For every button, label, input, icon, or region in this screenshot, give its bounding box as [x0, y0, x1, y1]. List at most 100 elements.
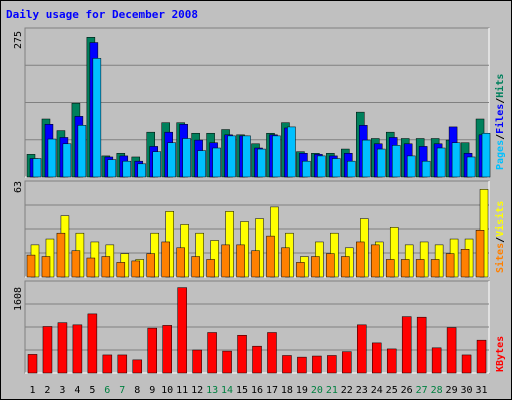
legend-item: Hits [494, 74, 506, 98]
day-label: 26 [401, 385, 413, 396]
sites-bar [116, 262, 126, 278]
pages-bar [197, 150, 206, 178]
sites-bar [356, 241, 365, 278]
day-label: 28 [431, 385, 443, 396]
day-label: 4 [74, 385, 80, 396]
pages-bar [92, 58, 102, 178]
kbytes-bar [476, 339, 487, 374]
kbytes-bar [27, 354, 38, 374]
sites-bar [206, 259, 215, 278]
sites-bar [281, 247, 290, 278]
sites-bar [311, 256, 320, 278]
day-label: 16 [251, 385, 263, 396]
pages-bar [406, 155, 416, 178]
pages-bar [362, 139, 371, 178]
kbytes-bar [401, 316, 412, 374]
pages-bar [436, 147, 446, 178]
pages-bar [107, 159, 117, 178]
legend-item: KBytes [495, 336, 506, 372]
pages-bar [377, 148, 386, 178]
legend-sites-visits: Sites/Visits [494, 201, 506, 273]
pages-bar [47, 138, 57, 178]
pages-bar [137, 163, 147, 178]
sites-bar [86, 257, 96, 278]
kbytes-bar [147, 327, 157, 374]
day-label: 29 [446, 385, 458, 396]
sites-bar [371, 244, 380, 278]
pages-bar [451, 142, 461, 178]
pages-bar [182, 138, 191, 178]
visits-ymax-label: 63 [13, 180, 24, 193]
sites-bar [236, 244, 245, 278]
kbytes-bar [117, 354, 128, 374]
day-label: 30 [461, 385, 473, 396]
pages-bar [242, 135, 251, 178]
kbytes-bar [342, 351, 352, 374]
legend-pages-files-hits: Pages/Files/Hits [494, 74, 506, 170]
day-label: 7 [119, 385, 125, 396]
legend-item: Files [494, 104, 506, 134]
day-label: 21 [326, 385, 338, 396]
day-label: 19 [296, 385, 308, 396]
chart-title: Daily usage for December 2008 [6, 8, 199, 21]
day-label: 14 [221, 385, 233, 396]
day-label: 18 [281, 385, 293, 396]
pages-bar [257, 148, 266, 178]
kbytes-bar [372, 342, 382, 374]
pages-bar [62, 143, 72, 178]
pages-bar [122, 160, 132, 178]
pages-bar [466, 156, 476, 178]
sites-bar [460, 249, 470, 278]
day-label: 25 [386, 385, 398, 396]
sites-bar [161, 241, 170, 278]
sites-bar [101, 256, 111, 278]
kbytes-bar [312, 355, 322, 374]
kbytes-bar [222, 350, 232, 374]
sites-bar [326, 253, 335, 278]
sites-bar [131, 260, 141, 278]
day-label: 3 [59, 385, 65, 396]
kbytes-bar [267, 332, 277, 374]
day-label: 22 [341, 385, 353, 396]
pages-bar [332, 158, 341, 178]
day-label: 11 [176, 385, 188, 396]
pages-bar [317, 155, 326, 178]
pages-bar [272, 135, 281, 178]
day-label: 23 [356, 385, 368, 396]
day-label: 13 [206, 385, 218, 396]
legend-item: / [495, 237, 506, 243]
day-label: 10 [161, 385, 173, 396]
hits-ymax-label: 275 [13, 30, 24, 49]
sites-bar [400, 259, 410, 278]
legend-item: Visits [494, 201, 506, 237]
legend-item: / [495, 98, 506, 104]
kbytes-bar [386, 348, 397, 374]
kbytes-bar [431, 347, 442, 374]
sites-bar [430, 259, 440, 278]
sites-bar [296, 262, 305, 278]
sites-bar [475, 230, 485, 278]
kbytes-bar [87, 313, 98, 374]
kbytes-bar [282, 355, 292, 374]
day-label: 5 [89, 385, 95, 396]
day-label: 2 [44, 385, 50, 396]
legend-item: / [495, 134, 506, 140]
kbytes-bar [252, 345, 262, 374]
day-label: 27 [416, 385, 428, 396]
sites-bar [176, 247, 185, 278]
pages-bar [481, 132, 491, 178]
day-label: 12 [191, 385, 203, 396]
kbytes-bar [102, 354, 113, 374]
kbytes-bar [207, 332, 217, 374]
kbytes-bar [72, 324, 83, 374]
sites-bar [251, 250, 260, 278]
sites-bar [415, 259, 425, 278]
legend-kbytes: KBytes [495, 336, 506, 372]
kbytes-bar [327, 355, 337, 374]
day-label: 24 [371, 385, 383, 396]
day-label: 6 [104, 385, 110, 396]
kbytes-bar [357, 324, 367, 374]
kbytes-bar [57, 322, 68, 374]
day-label: 20 [311, 385, 323, 396]
